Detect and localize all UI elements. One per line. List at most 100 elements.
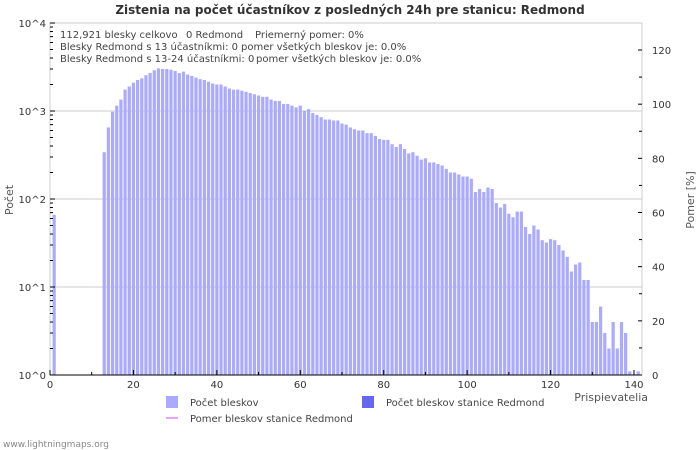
bar: [236, 89, 240, 376]
bar: [361, 130, 365, 375]
bar: [102, 152, 106, 375]
bar: [498, 207, 503, 375]
bar: [511, 217, 515, 375]
bar: [419, 159, 423, 375]
bar: [423, 158, 428, 375]
bar: [173, 70, 177, 375]
bar: [294, 107, 298, 375]
bar: [152, 70, 156, 376]
bar: [323, 119, 327, 376]
bar: [382, 139, 386, 375]
bar: [569, 271, 574, 375]
bar: [282, 104, 286, 376]
bar: [206, 81, 211, 375]
bar: [131, 82, 136, 375]
bar: [515, 211, 519, 375]
bar: [190, 75, 194, 376]
y2-tick-label: 120: [652, 46, 671, 57]
bar: [140, 78, 144, 375]
footer-credit: www.lightningmaps.org: [3, 440, 109, 450]
bar: [553, 240, 557, 375]
y2-tick-label: 0: [652, 371, 658, 382]
bar: [248, 93, 252, 375]
y-tick-label: 10^4: [19, 19, 46, 30]
bar: [336, 120, 340, 376]
bar: [590, 322, 594, 375]
bar: [624, 333, 628, 375]
bar: [215, 84, 219, 375]
bar: [628, 371, 632, 375]
bar: [619, 322, 624, 375]
bar: [373, 135, 377, 375]
bar: [636, 371, 640, 375]
legend-swatch-count: [166, 396, 178, 408]
bar: [594, 322, 599, 375]
bar: [52, 214, 56, 375]
bar: [169, 69, 173, 375]
y-tick-label: 10^1: [19, 283, 46, 294]
bar: [461, 176, 465, 375]
chart-title: Zistenia na počet účastníkov z poslednýc…: [115, 3, 584, 17]
bar: [586, 280, 590, 375]
y-tick-label: 10^3: [19, 107, 46, 118]
bar: [490, 188, 494, 375]
x-tick-label: 40: [210, 380, 223, 391]
bar: [398, 144, 402, 375]
bar: [231, 89, 236, 376]
bar: [186, 74, 190, 375]
bar: [440, 165, 444, 375]
bar: [290, 105, 294, 375]
x-tick-label: 0: [47, 380, 53, 391]
bar: [165, 69, 169, 375]
bar: [115, 105, 119, 375]
bar: [519, 211, 523, 375]
bar: [348, 127, 352, 375]
bar: [244, 91, 248, 375]
bar: [202, 80, 206, 376]
legend-swatch-station: [362, 396, 374, 408]
bar: [369, 133, 373, 375]
bar: [144, 75, 148, 376]
info-total: 112,921 blesky celkovo: [60, 30, 178, 41]
bar: [273, 100, 277, 375]
bar: [448, 172, 453, 375]
bar: [277, 100, 282, 375]
x-tick-label: 140: [624, 380, 643, 391]
bar: [194, 77, 198, 375]
legend-station: Počet bleskov stanice Redmond: [386, 397, 544, 409]
bar: [148, 73, 152, 376]
bar: [428, 162, 432, 375]
y2-tick-label: 80: [652, 154, 665, 165]
bar: [402, 148, 407, 375]
bar: [386, 139, 390, 375]
bar: [607, 348, 611, 375]
bar: [561, 250, 565, 375]
bar: [540, 240, 544, 375]
x-tick-label: 80: [377, 380, 390, 391]
bar: [365, 133, 369, 375]
bar: [127, 86, 131, 376]
bar: [528, 234, 532, 375]
bar: [407, 153, 411, 375]
bar: [136, 80, 140, 376]
bar: [352, 129, 357, 375]
bar: [227, 88, 231, 376]
y2-tick-label: 100: [652, 100, 671, 111]
bar: [315, 115, 319, 375]
bar: [394, 146, 398, 375]
bar: [603, 333, 607, 375]
info-avg-ratio: Priemerný pomer: 0%: [255, 29, 364, 41]
y2-tick-label: 40: [652, 263, 665, 274]
bar: [269, 99, 273, 375]
bar: [357, 130, 361, 375]
bar: [465, 176, 469, 375]
bar: [503, 203, 507, 375]
info-13-24-ratio: pomer všetkých bleskov je: 0.0%: [256, 53, 421, 65]
x-tick-label: 20: [127, 380, 140, 391]
bar: [469, 178, 473, 375]
bar: [436, 163, 440, 375]
bar: [198, 79, 202, 375]
bar: [110, 111, 115, 376]
bar: [252, 94, 256, 376]
